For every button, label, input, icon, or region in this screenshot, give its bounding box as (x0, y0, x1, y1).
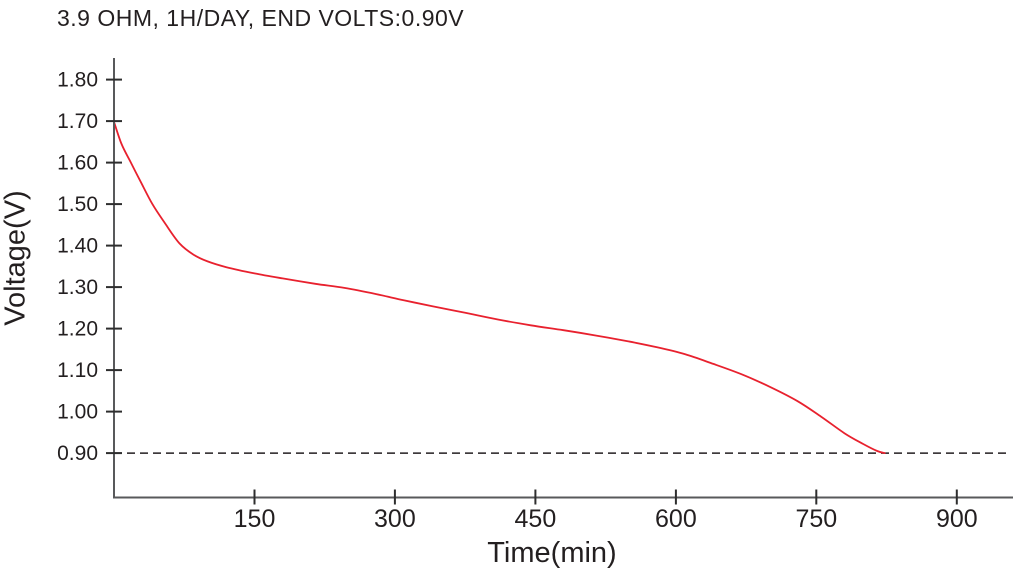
discharge-curve (113, 121, 886, 454)
y-tick-label: 0.90 (57, 442, 98, 465)
chart-title: 3.9 OHM, 1H/DAY, END VOLTS:0.90V (57, 5, 465, 31)
x-tick-label: 300 (374, 505, 416, 533)
y-tick-label: 1.00 (57, 401, 98, 424)
y-tick-label: 1.50 (57, 193, 98, 216)
y-tick-label: 1.30 (57, 276, 98, 299)
x-tick-label: 600 (655, 505, 697, 533)
x-tick-label: 750 (795, 505, 837, 533)
x-tick-label: 450 (515, 505, 557, 533)
x-tick-label: 150 (234, 505, 276, 533)
y-tick-label: 1.70 (57, 110, 98, 133)
x-axis-title: Time(min) (487, 537, 617, 569)
y-tick-label: 1.40 (57, 235, 98, 258)
y-tick-label: 1.10 (57, 359, 98, 382)
y-tick-label: 1.20 (57, 318, 98, 341)
x-tick-label: 900 (936, 505, 978, 533)
y-tick-label: 1.60 (57, 152, 98, 175)
y-tick-label: 1.80 (57, 69, 98, 92)
